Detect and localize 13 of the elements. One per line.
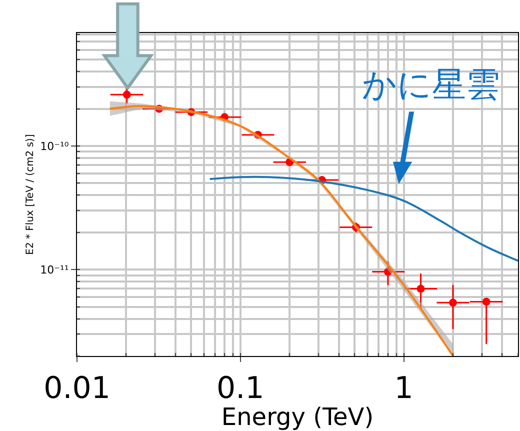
x-tick-label: 0.01 [44,371,110,406]
y-axis-title: E2 * Flux [TeV / (cm2 s)] [25,134,36,255]
y-tick-label: 10⁻¹⁰ [40,140,70,153]
annotation: かに星雲 [362,65,500,105]
point [448,298,457,307]
y-tick-label: 10⁻¹¹ [40,263,69,276]
point [482,298,490,306]
point [122,90,131,99]
point [384,268,392,276]
x-axis-title: Energy (TeV) [221,403,374,431]
x-tick-label: 0.1 [216,371,264,406]
point [416,284,425,293]
x-tick-label: 1 [394,371,414,406]
